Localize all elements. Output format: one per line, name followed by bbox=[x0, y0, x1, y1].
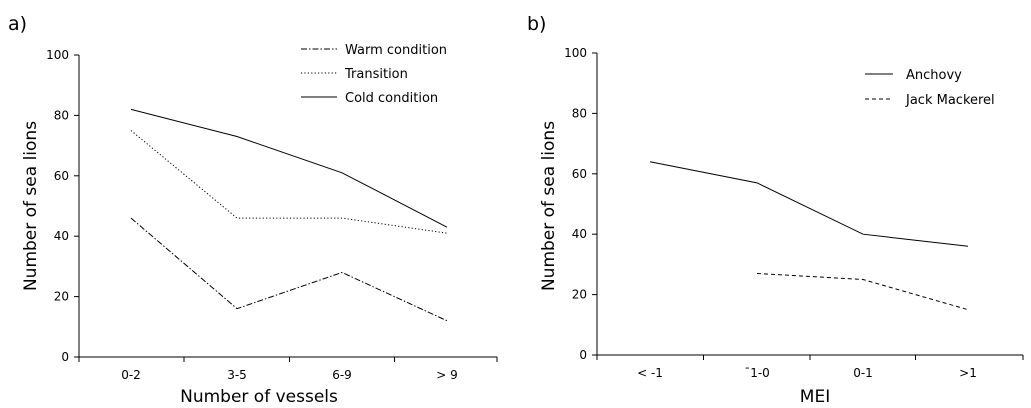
y-tick-label: 100 bbox=[564, 46, 587, 60]
y-tick-label: 40 bbox=[572, 227, 587, 241]
panel-a-xlabel: Number of vessels bbox=[180, 387, 338, 407]
panel-a: a) Number of sea lions Number of vessels… bbox=[8, 13, 498, 407]
panel-b-series bbox=[649, 161, 969, 311]
series-line-cold-condition bbox=[130, 108, 448, 228]
panel-a-ylabel: Number of sea lions bbox=[21, 121, 41, 291]
series-line-warm-condition bbox=[130, 217, 448, 322]
panel-b-legend: Anchovy Jack Mackerel bbox=[865, 68, 995, 108]
panel-a-legend: Warm condition Transition Cold condition bbox=[301, 43, 447, 106]
x-tick-label: >1 bbox=[959, 366, 977, 380]
panel-b: b) Number of sea lions MEI 0 20 40 60 80 100 <… bbox=[527, 13, 1024, 407]
panel-b-ticks: 0 20 40 60 80 100 < -1 ¯1-0 0-1 >1 bbox=[564, 46, 1024, 380]
y-tick-label: 0 bbox=[579, 348, 587, 362]
y-tick-label: 60 bbox=[572, 167, 587, 181]
x-tick-label: 3-5 bbox=[227, 368, 247, 382]
legend-label: Cold condition bbox=[345, 91, 438, 106]
y-tick-label: 100 bbox=[46, 48, 69, 62]
legend-label: Transition bbox=[344, 67, 408, 82]
panel-a-ticks: 0 20 40 60 80 100 0-2 3-5 6-9 > 9 bbox=[46, 48, 498, 382]
x-tick-label: > 9 bbox=[436, 368, 458, 382]
panel-b-ylabel: Number of sea lions bbox=[539, 121, 559, 291]
y-tick-label: 40 bbox=[54, 229, 69, 243]
series-line-jack-mackerel bbox=[756, 272, 969, 311]
y-tick-label: 20 bbox=[54, 290, 69, 304]
x-tick-label: 6-9 bbox=[332, 368, 352, 382]
series-line-anchovy bbox=[649, 161, 969, 247]
y-tick-label: 80 bbox=[54, 108, 69, 122]
x-tick-label: 0-2 bbox=[121, 368, 141, 382]
x-tick-label: 0-1 bbox=[853, 366, 873, 380]
x-tick-label: ¯1-0 bbox=[744, 366, 770, 380]
panel-b-xlabel: MEI bbox=[800, 387, 830, 407]
y-tick-label: 0 bbox=[61, 350, 69, 364]
panel-a-series bbox=[130, 108, 448, 322]
legend-label: Warm condition bbox=[345, 43, 447, 58]
y-tick-label: 60 bbox=[54, 169, 69, 183]
y-tick-label: 80 bbox=[572, 106, 587, 120]
panel-b-label: b) bbox=[527, 13, 546, 35]
series-line-transition bbox=[130, 130, 448, 234]
legend-label: Anchovy bbox=[906, 68, 962, 83]
x-tick-label: < -1 bbox=[637, 366, 663, 380]
legend-label: Jack Mackerel bbox=[905, 93, 995, 108]
y-tick-label: 20 bbox=[572, 288, 587, 302]
panel-a-label: a) bbox=[8, 13, 27, 35]
